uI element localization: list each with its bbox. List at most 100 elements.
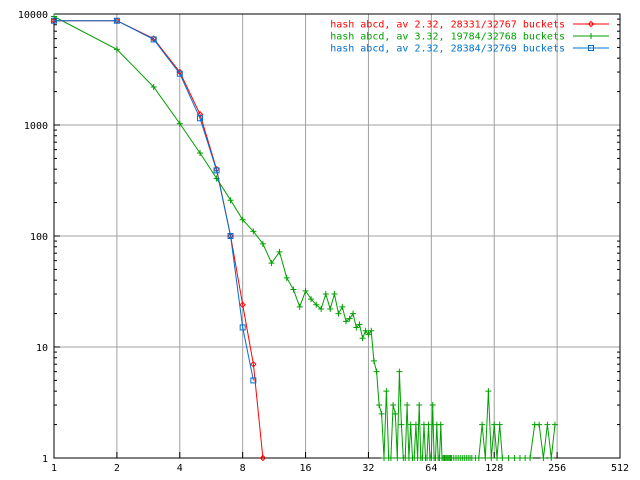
- point-marker: [259, 454, 267, 462]
- point-marker: [113, 46, 120, 53]
- point-marker: [527, 455, 534, 461]
- point-marker: [392, 410, 399, 417]
- point-marker: [335, 310, 342, 317]
- series-line: [53, 16, 556, 459]
- point-marker: [318, 305, 325, 312]
- series-line: [54, 20, 264, 459]
- point-marker: [398, 421, 405, 428]
- point-marker: [113, 17, 120, 24]
- point-marker: [404, 402, 411, 409]
- point-marker: [368, 327, 375, 334]
- plot-area-border: [53, 13, 621, 459]
- point-marker: [239, 301, 246, 309]
- point-marker: [331, 291, 338, 298]
- point-marker: [588, 45, 594, 51]
- y-tick-label: 100: [30, 232, 48, 243]
- point-marker: [239, 216, 246, 223]
- point-marker: [475, 455, 482, 461]
- point-marker: [268, 260, 275, 267]
- point-marker: [437, 421, 444, 428]
- point-marker: [412, 421, 419, 428]
- y-tick-label: 10: [36, 343, 48, 354]
- point-marker: [283, 274, 290, 281]
- point-marker: [296, 303, 303, 310]
- point-marker: [396, 368, 403, 375]
- point-marker: [425, 421, 432, 428]
- series-3: [51, 17, 257, 384]
- point-marker: [429, 402, 436, 409]
- point-marker: [536, 421, 543, 428]
- point-marker: [227, 233, 234, 239]
- x-tick-label: 4: [177, 463, 183, 474]
- point-marker: [250, 360, 257, 368]
- point-marker: [339, 303, 346, 310]
- y-tick-label: 10000: [18, 10, 48, 21]
- point-marker: [51, 17, 57, 24]
- series-line: [54, 20, 254, 381]
- point-marker: [494, 455, 501, 461]
- series-2: [51, 13, 558, 461]
- point-marker: [350, 310, 357, 317]
- x-tick-label: 1: [51, 463, 57, 474]
- point-marker: [308, 296, 315, 303]
- point-marker: [376, 402, 383, 409]
- point-marker: [588, 33, 594, 39]
- point-marker: [343, 318, 350, 325]
- y-tick-label: 1000: [24, 121, 48, 132]
- point-marker: [213, 167, 220, 174]
- point-marker: [359, 335, 366, 342]
- x-tick-label: 2: [114, 463, 120, 474]
- point-marker: [322, 291, 329, 298]
- point-marker: [239, 324, 246, 331]
- point-marker: [150, 83, 157, 90]
- point-marker: [150, 35, 157, 42]
- point-marker: [227, 197, 234, 204]
- y-tick-labels: 1 10 100 1000 10000: [18, 10, 48, 465]
- point-marker: [482, 455, 489, 461]
- point-marker: [250, 228, 257, 235]
- point-marker: [516, 455, 523, 461]
- legend: hash abcd, av 2.32, 28331/32767 bucketsh…: [330, 20, 609, 55]
- x-tick-label: 32: [362, 463, 374, 474]
- point-marker: [383, 388, 390, 395]
- legend-item: hash abcd, av 2.32, 28384/32769 buckets: [330, 44, 609, 55]
- point-marker: [150, 36, 157, 43]
- point-marker: [511, 455, 518, 461]
- point-marker: [394, 455, 401, 461]
- point-marker: [540, 455, 547, 461]
- point-marker: [302, 287, 309, 294]
- point-marker: [259, 240, 266, 247]
- point-marker: [491, 421, 498, 428]
- y-tick-label: 1: [42, 454, 48, 465]
- point-marker: [587, 20, 595, 28]
- point-marker: [544, 421, 551, 428]
- point-marker: [250, 377, 257, 384]
- point-marker: [362, 327, 369, 334]
- point-marker: [407, 421, 414, 428]
- point-marker: [499, 455, 506, 461]
- point-marker: [378, 410, 385, 417]
- x-tick-labels: 1 2 4 8 16 32 64 128 256 512: [51, 463, 629, 474]
- point-marker: [356, 321, 363, 328]
- grid-lines: [54, 14, 620, 458]
- legend-item: hash abcd, av 3.32, 19784/32768 buckets: [330, 32, 609, 43]
- point-marker: [176, 70, 183, 77]
- point-marker: [276, 248, 283, 255]
- point-marker: [488, 455, 495, 461]
- series-lines: [50, 13, 558, 462]
- point-marker: [551, 421, 558, 428]
- point-marker: [197, 149, 204, 156]
- point-marker: [197, 115, 204, 122]
- point-marker: [313, 301, 320, 308]
- x-tick-label: 64: [425, 463, 437, 474]
- point-marker: [353, 324, 360, 331]
- point-marker: [370, 357, 377, 364]
- x-tick-label: 8: [240, 463, 246, 474]
- point-marker: [479, 421, 486, 428]
- legend-item: hash abcd, av 2.32, 28331/32767 buckets: [330, 20, 609, 31]
- point-marker: [496, 421, 503, 428]
- point-marker: [290, 286, 297, 293]
- legend-label: hash abcd, av 2.32, 28384/32769 buckets: [330, 44, 565, 55]
- series-1: [50, 17, 267, 462]
